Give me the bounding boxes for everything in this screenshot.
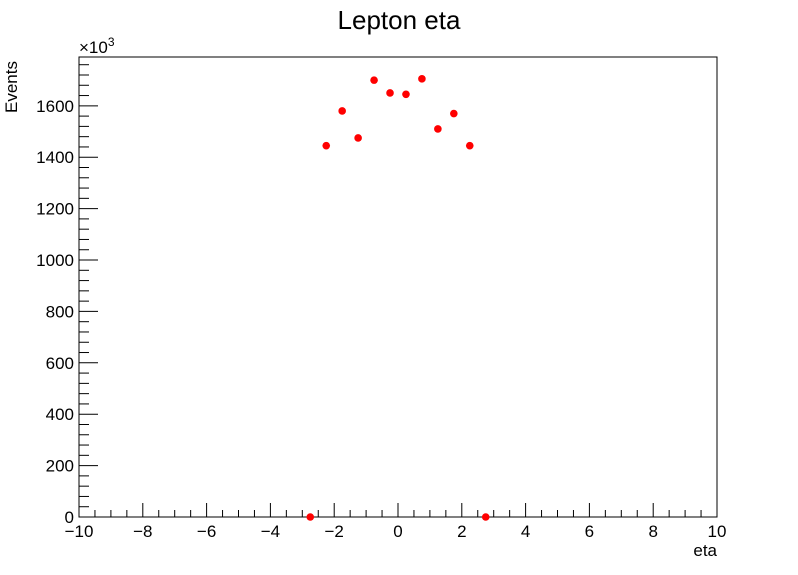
y-tick-label: 0 <box>65 508 74 527</box>
y-axis-label: Events <box>2 61 21 113</box>
data-point <box>338 107 346 115</box>
y-tick-label: 1200 <box>36 200 74 219</box>
x-axis: −10 −8 −6 −4 −2 0 2 4 6 8 10 <box>65 503 727 541</box>
x-axis-label: eta <box>693 541 717 560</box>
x-tick-label: 8 <box>648 522 657 541</box>
y-tick-label: 200 <box>46 457 74 476</box>
data-point <box>354 134 362 142</box>
data-point <box>434 125 442 133</box>
y-tick-label: 800 <box>46 302 74 321</box>
y-axis: 0 200 400 600 800 1000 1200 1400 1600 <box>36 64 98 527</box>
data-points <box>306 75 490 521</box>
x-tick-label: 0 <box>393 522 402 541</box>
x-tick-label: 2 <box>457 522 466 541</box>
x-tick-label: −4 <box>261 522 280 541</box>
data-point <box>370 76 378 84</box>
y-axis-multiplier-exponent: 3 <box>108 35 115 49</box>
data-point <box>418 75 426 83</box>
x-tick-label: −2 <box>325 522 344 541</box>
data-point <box>402 90 410 99</box>
y-tick-label: 1400 <box>36 148 74 167</box>
data-point <box>386 89 394 97</box>
x-tick-label: −6 <box>197 522 216 541</box>
data-point <box>322 141 331 150</box>
chart-title: Lepton eta <box>338 5 461 35</box>
data-point <box>481 513 490 521</box>
x-tick-label: −8 <box>133 522 152 541</box>
y-tick-label: 1000 <box>36 251 74 270</box>
x-tick-label: 10 <box>708 522 727 541</box>
plot-frame <box>78 56 718 518</box>
x-tick-label: 4 <box>521 522 530 541</box>
x-tick-label: −10 <box>65 522 94 541</box>
y-axis-multiplier-base: ×10 <box>79 38 108 57</box>
x-tick-label: 6 <box>585 522 594 541</box>
data-point <box>450 109 458 118</box>
data-point <box>306 513 315 521</box>
y-tick-label: 600 <box>46 354 74 373</box>
y-tick-label: 1600 <box>36 97 74 116</box>
data-point <box>465 141 474 150</box>
y-tick-label: 400 <box>46 405 74 424</box>
y-axis-multiplier: ×103 <box>79 35 115 57</box>
